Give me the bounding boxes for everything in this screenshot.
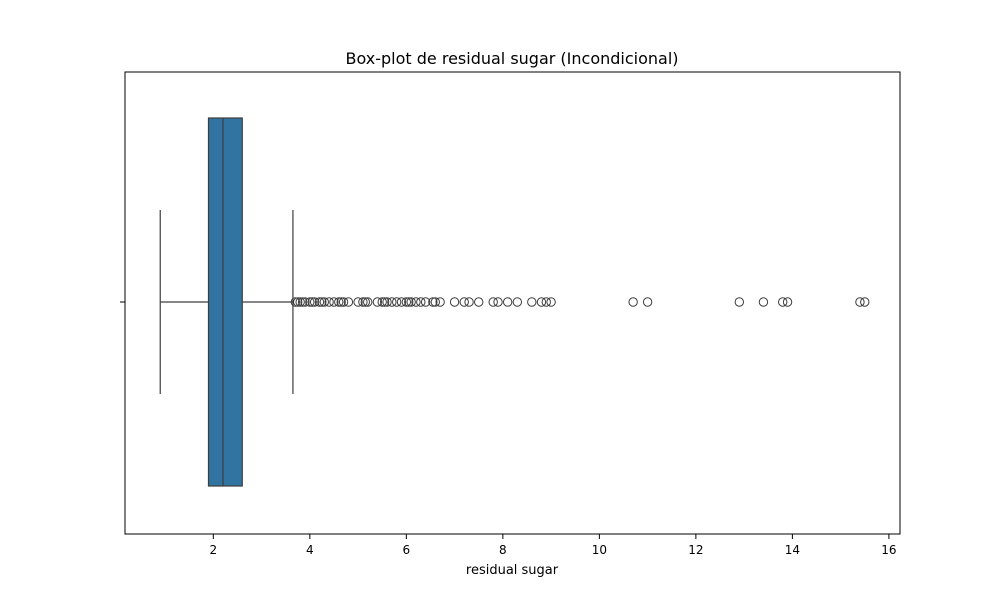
chart-title: Box-plot de residual sugar (Incondiciona…	[345, 49, 678, 68]
outlier-point	[474, 297, 484, 307]
outlier-point	[541, 297, 551, 307]
outlier-point	[290, 297, 301, 307]
x-tick-label: 10	[592, 543, 607, 557]
outlier-point	[396, 297, 407, 307]
outlier-point	[420, 297, 431, 307]
x-tick-label: 12	[688, 543, 703, 557]
plot-area	[159, 117, 870, 487]
x-axis-label: residual sugar	[466, 563, 559, 578]
outlier-point	[382, 297, 392, 307]
outlier-point	[416, 297, 426, 307]
outlier-point	[293, 297, 303, 307]
outlier-point	[428, 297, 438, 307]
outlier-point	[358, 297, 368, 307]
outlier-point	[459, 297, 469, 307]
outlier-point	[502, 297, 513, 307]
iqr-box	[207, 117, 243, 487]
outlier-point	[360, 297, 371, 307]
outlier-point	[297, 297, 308, 307]
outlier-point	[329, 297, 339, 307]
outlier-point	[527, 297, 537, 307]
x-tick-label: 16	[881, 543, 896, 557]
outlier-point	[734, 297, 745, 307]
x-tick-label: 8	[499, 543, 507, 557]
outlier-point	[353, 297, 363, 307]
outlier-point	[305, 297, 315, 307]
outlier-point	[295, 297, 305, 307]
outlier-point	[546, 297, 556, 307]
outlier-point	[406, 297, 416, 307]
outlier-point	[363, 297, 373, 307]
x-tick-label: 4	[306, 543, 314, 557]
outlier-point	[317, 297, 327, 307]
outlier-point	[493, 297, 503, 307]
outlier-point	[377, 297, 387, 307]
x-axis: 2 4 6 8 10 12 14 16	[209, 534, 897, 557]
outlier-point	[628, 297, 638, 307]
outlier-point	[430, 297, 440, 307]
outlier-point	[387, 297, 397, 307]
outlier-point	[309, 297, 320, 307]
outlier-point	[319, 297, 329, 307]
outlier-point	[512, 297, 523, 307]
outlier-point	[642, 297, 653, 307]
outlier-point	[411, 297, 421, 307]
outlier-point	[401, 297, 412, 307]
outlier-point	[782, 297, 793, 307]
outlier-point	[307, 297, 317, 307]
outlier-point	[435, 297, 445, 307]
plot-frame	[124, 71, 901, 535]
x-tick-label: 2	[209, 543, 217, 557]
outlier-point	[536, 297, 547, 307]
outlier-point	[379, 297, 390, 307]
outlier-point	[855, 297, 865, 307]
x-tick-label: 14	[785, 543, 800, 557]
outlier-point	[488, 297, 498, 307]
outlier-point	[778, 297, 788, 307]
outlier-point	[314, 297, 325, 307]
outlier-point	[300, 297, 310, 307]
outlier-point	[336, 297, 346, 307]
outlier-point	[343, 297, 354, 307]
outlier-point	[372, 297, 383, 307]
outlier-point	[860, 297, 870, 307]
outlier-point	[334, 297, 344, 307]
outlier-point	[464, 297, 474, 307]
outlier-point	[338, 297, 349, 307]
outlier-point	[404, 297, 414, 307]
x-tick-label: 6	[403, 543, 411, 557]
outlier-point	[449, 297, 460, 307]
outlier-point	[758, 297, 769, 307]
outlier-point	[391, 297, 402, 307]
outlier-point	[324, 297, 334, 307]
